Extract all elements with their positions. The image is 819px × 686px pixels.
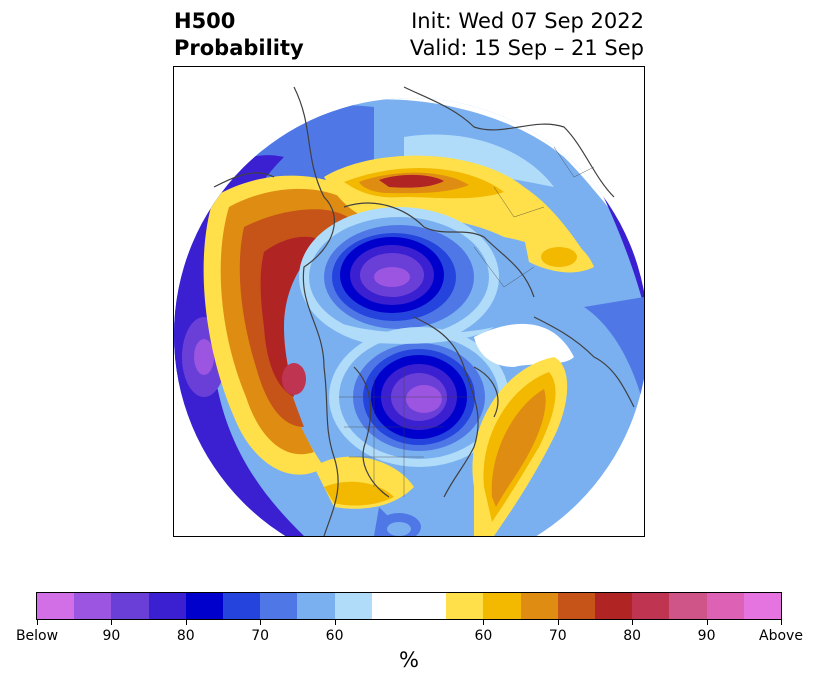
colorbar-tick-label: 70 xyxy=(251,628,270,644)
colorbar-segment xyxy=(223,593,261,619)
map-svg xyxy=(174,86,644,536)
colorbar-tick-mark xyxy=(557,620,559,625)
colorbar-tick-mark xyxy=(37,620,38,625)
colorbar-segment xyxy=(111,593,149,619)
colorbar-tick-mark xyxy=(260,620,262,625)
colorbar-tick-mark xyxy=(111,620,113,625)
probability-colorbar xyxy=(36,592,782,620)
colorbar-tick-mark xyxy=(334,620,336,625)
colorbar-tick-label: Below xyxy=(15,628,59,644)
product-label: Probability xyxy=(174,36,304,60)
colorbar-tick-mark xyxy=(185,620,187,625)
valid-period-label: Valid: 15 Sep – 21 Sep xyxy=(409,36,644,60)
colorbar-tick-label: 90 xyxy=(697,628,716,644)
colorbar-tick-label: 80 xyxy=(176,628,195,644)
init-date-label: Init: Wed 07 Sep 2022 xyxy=(411,9,644,33)
colorbar-segment xyxy=(669,593,707,619)
colorbar-segment xyxy=(632,593,670,619)
colorbar-segment xyxy=(185,593,224,619)
colorbar-segment xyxy=(37,593,75,619)
colorbar-segment xyxy=(297,593,335,619)
colorbar-segment xyxy=(148,593,186,619)
colorbar-tick-mark xyxy=(781,620,782,625)
colorbar-tick-label: 90 xyxy=(102,628,121,644)
colorbar-segment xyxy=(557,593,596,619)
colorbar-segment xyxy=(520,593,558,619)
colorbar-unit-label: % xyxy=(399,648,419,672)
colorbar-tick-mark xyxy=(632,620,634,625)
colorbar-segment xyxy=(483,593,521,619)
map-title-right: Init: Wed 07 Sep 2022 Valid: 15 Sep – 21… xyxy=(410,8,644,62)
colorbar-tick-mark xyxy=(706,620,708,625)
colorbar-segment xyxy=(371,593,410,619)
colorbar-segment xyxy=(446,593,484,619)
colorbar-segment xyxy=(595,593,633,619)
colorbar-tick-label: Above xyxy=(759,628,803,644)
colorbar-segment xyxy=(409,593,447,619)
colorbar-segment xyxy=(74,593,112,619)
polar-probability-map xyxy=(173,66,645,537)
colorbar-segment xyxy=(743,593,782,619)
variable-label: H500 xyxy=(174,9,236,33)
colorbar-tick-label: 70 xyxy=(548,628,567,644)
political-borders xyxy=(339,146,595,497)
colorbar-tick-mark xyxy=(483,620,485,625)
colorbar-tick-label: 60 xyxy=(474,628,493,644)
colorbar-segment xyxy=(706,593,744,619)
colorbar-segment xyxy=(334,593,372,619)
map-title-left: H500 Probability xyxy=(174,8,304,62)
colorbar-tick-label: 80 xyxy=(623,628,642,644)
colorbar-tick-label: 60 xyxy=(325,628,344,644)
colorbar-segment xyxy=(260,593,298,619)
coastlines xyxy=(213,86,635,536)
